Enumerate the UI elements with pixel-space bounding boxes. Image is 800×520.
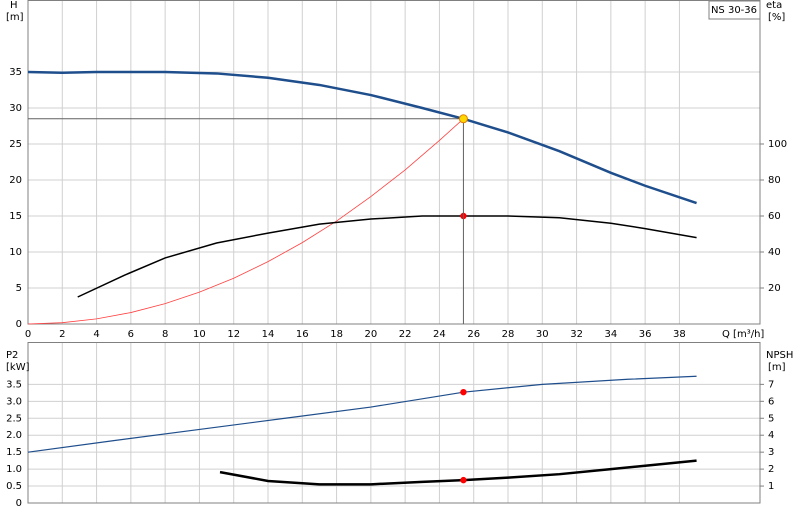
y-tick-label: 2.5: [6, 413, 22, 424]
y-tick-label: 25: [9, 139, 22, 150]
y-axis-label: H: [10, 0, 18, 11]
y-tick-label: 0: [16, 498, 22, 509]
y-tick-label: 15: [9, 211, 22, 222]
x-tick-label: 20: [364, 329, 377, 340]
y2-tick-label: 3: [768, 447, 774, 458]
curve: [77, 215, 697, 298]
y2-axis-label: NPSH: [766, 350, 793, 361]
x-tick-label: 28: [502, 329, 515, 340]
x-tick-label: 32: [570, 329, 583, 340]
y-tick-label: 35: [9, 67, 22, 78]
y2-tick-label: 20: [768, 283, 781, 294]
x-axis-label: Q [m³/h]: [722, 329, 764, 340]
x-tick-label: 2: [59, 329, 65, 340]
legend-label: NS 30-36: [711, 5, 757, 16]
y2-tick-label: 80: [768, 175, 781, 186]
x-tick-label: 14: [262, 329, 275, 340]
plot-frame: [27, 342, 761, 504]
x-tick-label: 16: [296, 329, 309, 340]
curve: [27, 118, 464, 325]
y2-tick-label: 40: [768, 247, 781, 258]
plot-frame: [27, 0, 761, 325]
y-tick-label: 1.5: [6, 447, 22, 458]
y-tick-label: 5: [16, 283, 22, 294]
y-tick-label: 10: [9, 247, 22, 258]
x-tick-label: 6: [128, 329, 134, 340]
x-tick-label: 24: [433, 329, 446, 340]
y-tick-label: 3.5: [6, 379, 22, 390]
curve: [27, 70, 697, 205]
x-tick-label: 22: [399, 329, 412, 340]
y-tick-label: 0.5: [6, 481, 22, 492]
y-axis-unit: [m]: [6, 12, 24, 23]
y2-tick-label: 1: [768, 481, 774, 492]
y-tick-label: 20: [9, 175, 22, 186]
x-tick-label: 38: [673, 329, 686, 340]
y2-tick-label: 2: [768, 464, 774, 475]
x-tick-label: 18: [330, 329, 343, 340]
y-axis-unit: [kW]: [6, 362, 30, 373]
y2-tick-label: 60: [768, 211, 781, 222]
y2-axis-unit: [m]: [768, 362, 786, 373]
y-tick-label: 2.0: [6, 430, 22, 441]
y-tick-label: 3.0: [6, 396, 22, 407]
y2-axis-unit: [%]: [768, 12, 785, 23]
y2-tick-label: 4: [768, 430, 774, 441]
x-tick-label: 30: [536, 329, 549, 340]
curve: [219, 459, 697, 486]
x-tick-label: 10: [193, 329, 206, 340]
point-marker: [458, 114, 468, 124]
y-tick-label: 30: [9, 103, 22, 114]
x-tick-label: 12: [227, 329, 240, 340]
x-tick-label: 8: [162, 329, 168, 340]
y2-tick-label: 6: [768, 396, 774, 407]
point-marker: [460, 388, 467, 396]
x-tick-label: 4: [93, 329, 99, 340]
point-marker: [460, 476, 467, 484]
legend-box: [708, 0, 761, 20]
x-tick-label: 34: [604, 329, 617, 340]
y-tick-label: 0: [16, 319, 22, 330]
y2-axis-label: eta: [766, 0, 782, 11]
y2-tick-label: 100: [768, 139, 787, 150]
y-tick-label: 1.0: [6, 464, 22, 475]
curve: [27, 375, 697, 453]
x-tick-label: 26: [467, 329, 480, 340]
y-axis-label: P2: [6, 350, 18, 361]
x-tick-label: 0: [25, 329, 31, 340]
y2-tick-label: 7: [768, 379, 774, 390]
y2-tick-label: 5: [768, 413, 774, 424]
x-tick-label: 36: [639, 329, 652, 340]
